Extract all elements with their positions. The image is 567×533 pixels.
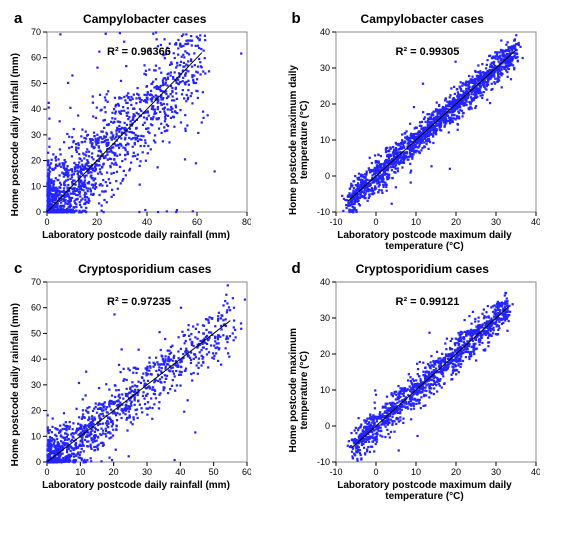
svg-text:0: 0 [324,421,329,431]
svg-text:-10: -10 [316,457,329,467]
svg-text:40: 40 [175,467,185,477]
panel-c: cCryptosporidium cases Home postcode dail… [10,260,280,502]
svg-text:40: 40 [31,354,41,364]
svg-text:60: 60 [31,53,41,63]
svg-text:20: 20 [450,467,460,477]
r-squared-label: R² = 0.99305 [396,46,460,58]
svg-text:70: 70 [31,28,41,37]
panel-letter: a [14,10,22,27]
panel-title: Cryptosporidium cases [288,262,558,276]
svg-text:60: 60 [242,467,251,477]
chart-row: Home postcode daily rainfall (mm) 0 20 40 60… [10,28,280,241]
svg-text:40: 40 [319,278,329,287]
svg-text:0: 0 [324,171,329,181]
svg-text:30: 30 [319,313,329,323]
panel-title: Campylobacter cases [10,12,280,26]
svg-text:20: 20 [31,156,41,166]
svg-text:40: 40 [530,467,539,477]
chart-row: Home postcode maximum temperature (°C)-1… [288,278,558,502]
x-axis-label: Laboratory postcode maximum daily temper… [310,230,540,252]
panel-letter: b [292,10,301,27]
svg-text:30: 30 [490,467,500,477]
svg-text:30: 30 [31,380,41,390]
svg-text:50: 50 [31,78,41,88]
panel-a: aCampylobacter cases Home postcode daily … [10,10,280,252]
plot-column: 0 10 20 30 40 50 60 0 10 20 30 40 50 60 70 R² = 0.97235… [21,278,251,491]
svg-text:0: 0 [373,217,378,227]
plot-column: 0 20 40 60 80 0 10 20 30 40 50 60 70 R² = 0.96366 Labo… [21,28,251,241]
x-axis-label: Laboratory postcode daily rainfall (mm) [21,480,251,491]
svg-text:-10: -10 [329,467,342,477]
svg-text:10: 10 [410,217,420,227]
svg-text:40: 40 [142,217,152,227]
panel-letter: c [14,260,22,277]
plot-column: -10 0 10 20 30 40 -10 0 10 20 30 40 R² = 0.99121 Labo… [310,278,540,502]
svg-text:30: 30 [319,63,329,73]
svg-text:0: 0 [36,457,41,467]
svg-text:80: 80 [242,217,251,227]
svg-text:20: 20 [92,217,102,227]
svg-text:-10: -10 [329,217,342,227]
svg-text:40: 40 [319,28,329,37]
svg-text:40: 40 [31,104,41,114]
panel-title: Cryptosporidium cases [10,262,280,276]
svg-text:0: 0 [373,467,378,477]
y-axis-label: Home postcode maximum daily temperature … [288,65,310,215]
svg-text:50: 50 [31,328,41,338]
svg-text:20: 20 [450,217,460,227]
svg-text:20: 20 [31,406,41,416]
svg-text:20: 20 [319,99,329,109]
x-axis-label: Laboratory postcode daily rainfall (mm) [21,230,251,241]
svg-text:40: 40 [530,217,539,227]
r-squared-label: R² = 0.96366 [107,46,171,58]
svg-text:20: 20 [109,467,119,477]
panel-letter: d [292,260,301,277]
svg-text:-10: -10 [316,207,329,217]
r-squared-label: R² = 0.97235 [107,296,171,308]
panel-title: Campylobacter cases [288,12,558,26]
svg-text:50: 50 [209,467,219,477]
chart-row: Home postcode maximum daily temperature … [288,28,558,252]
svg-text:70: 70 [31,278,41,287]
svg-text:10: 10 [319,385,329,395]
svg-text:10: 10 [31,431,41,441]
chart-row: Home postcode daily rainfall (mm) 0 10 20 30… [10,278,280,491]
svg-text:0: 0 [44,467,49,477]
svg-text:10: 10 [410,467,420,477]
chart-grid: aCampylobacter casesHome postcode daily … [10,10,557,502]
svg-text:60: 60 [192,217,202,227]
svg-text:20: 20 [319,349,329,359]
svg-text:10: 10 [31,181,41,191]
svg-text:10: 10 [75,467,85,477]
svg-text:0: 0 [36,207,41,217]
svg-text:30: 30 [142,467,152,477]
svg-text:30: 30 [31,130,41,140]
x-axis-label: Laboratory postcode maximum daily temper… [310,480,540,502]
y-axis-label: Home postcode daily rainfall (mm) [10,303,21,466]
r-squared-label: R² = 0.99121 [396,296,460,308]
y-axis-label: Home postcode daily rainfall (mm) [10,53,21,216]
svg-text:0: 0 [44,217,49,227]
plot-column: -10 0 10 20 30 40 -10 0 10 20 30 40 R² = 0.99305 Labo… [310,28,540,252]
panel-d: dCryptosporidium cases Home postcode maxi… [288,260,558,502]
panel-b: bCampylobacter cases Home postcode maximu… [288,10,558,252]
y-axis-label: Home postcode maximum temperature (°C) [288,328,310,452]
svg-text:10: 10 [319,135,329,145]
svg-text:30: 30 [490,217,500,227]
svg-text:60: 60 [31,303,41,313]
